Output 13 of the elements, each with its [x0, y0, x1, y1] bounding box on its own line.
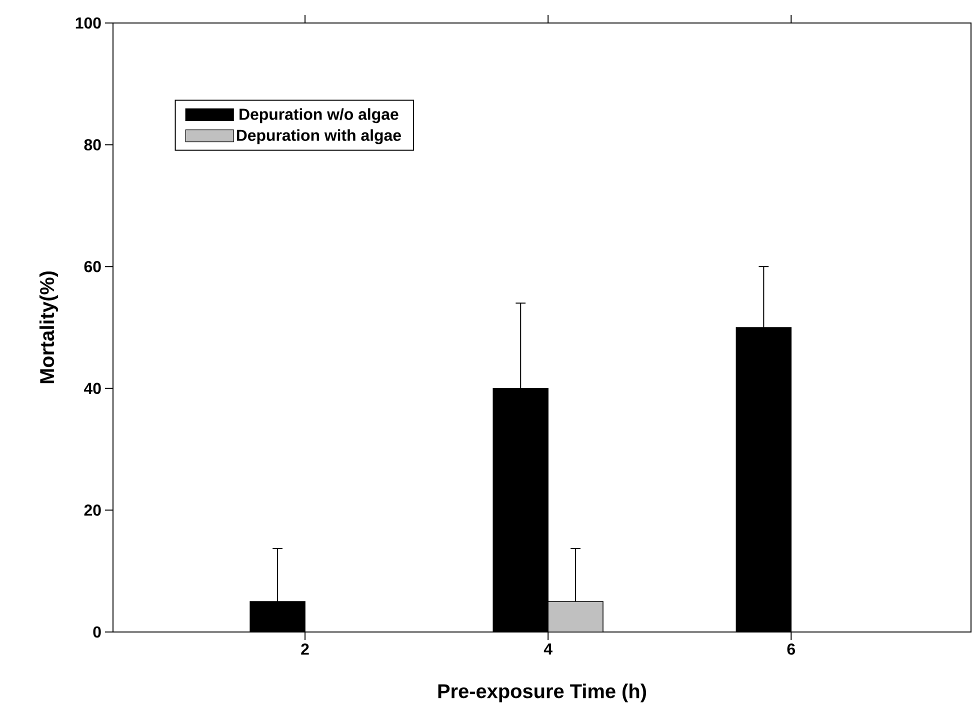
- legend-label: Depuration with algae: [236, 129, 401, 144]
- x-tick-label: 2: [301, 644, 309, 655]
- y-tick-label: 40: [84, 382, 101, 394]
- x-tick-label: 4: [544, 644, 552, 654]
- y-tick-label: 100: [76, 17, 101, 29]
- y-axis-title: Mortality(%): [39, 271, 58, 384]
- y-tick-label: 0: [93, 626, 101, 638]
- x-tick-label: 6: [787, 644, 795, 655]
- legend-label: Depuration w/o algae: [240, 108, 398, 124]
- y-tick-label: 80: [84, 139, 101, 150]
- y-tick-label: 20: [84, 504, 101, 516]
- x-axis-title: Pre-exposure Time (h): [438, 684, 646, 702]
- y-tick-label: 60: [84, 260, 101, 272]
